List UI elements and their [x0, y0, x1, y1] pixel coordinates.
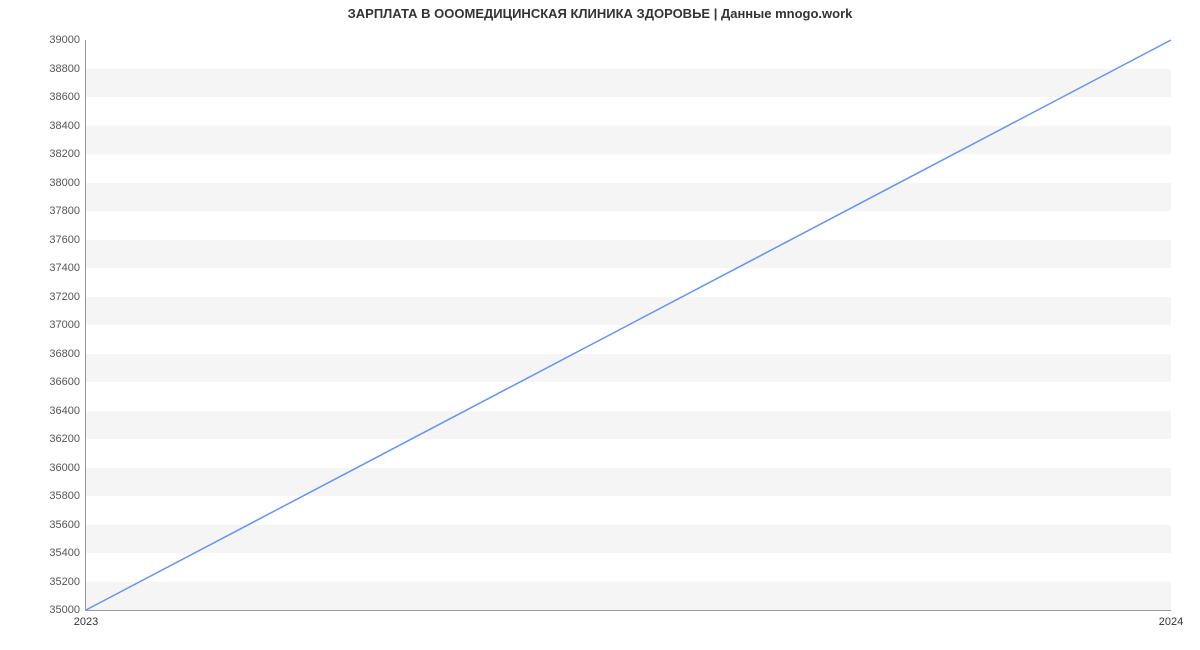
- y-tick-label: 35600: [49, 519, 80, 531]
- y-tick-label: 37600: [49, 234, 80, 246]
- y-tick-label: 39000: [49, 34, 80, 46]
- series-line: [86, 40, 1171, 610]
- y-tick-label: 37000: [49, 319, 80, 331]
- y-tick-label: 38200: [49, 148, 80, 160]
- y-tick-label: 38000: [49, 177, 80, 189]
- y-tick-label: 35400: [49, 547, 80, 559]
- y-tick-label: 38400: [49, 120, 80, 132]
- y-tick-label: 38600: [49, 91, 80, 103]
- x-tick-label: 2024: [1159, 616, 1183, 628]
- y-tick-label: 35800: [49, 490, 80, 502]
- y-tick-label: 36200: [49, 433, 80, 445]
- y-tick-label: 38800: [49, 63, 80, 75]
- y-tick-label: 36600: [49, 376, 80, 388]
- y-tick-label: 36000: [49, 462, 80, 474]
- salary-line-chart: ЗАРПЛАТА В ОООМЕДИЦИНСКАЯ КЛИНИКА ЗДОРОВ…: [0, 0, 1200, 650]
- chart-svg: [86, 40, 1171, 610]
- y-tick-label: 35000: [49, 604, 80, 616]
- y-tick-label: 35200: [49, 576, 80, 588]
- y-tick-label: 36800: [49, 348, 80, 360]
- x-tick-label: 2023: [74, 616, 98, 628]
- y-tick-label: 37400: [49, 262, 80, 274]
- y-tick-label: 37200: [49, 291, 80, 303]
- y-tick-label: 37800: [49, 205, 80, 217]
- plot-area: 3500035200354003560035800360003620036400…: [85, 40, 1171, 611]
- y-tick-label: 36400: [49, 405, 80, 417]
- chart-title: ЗАРПЛАТА В ОООМЕДИЦИНСКАЯ КЛИНИКА ЗДОРОВ…: [0, 6, 1200, 21]
